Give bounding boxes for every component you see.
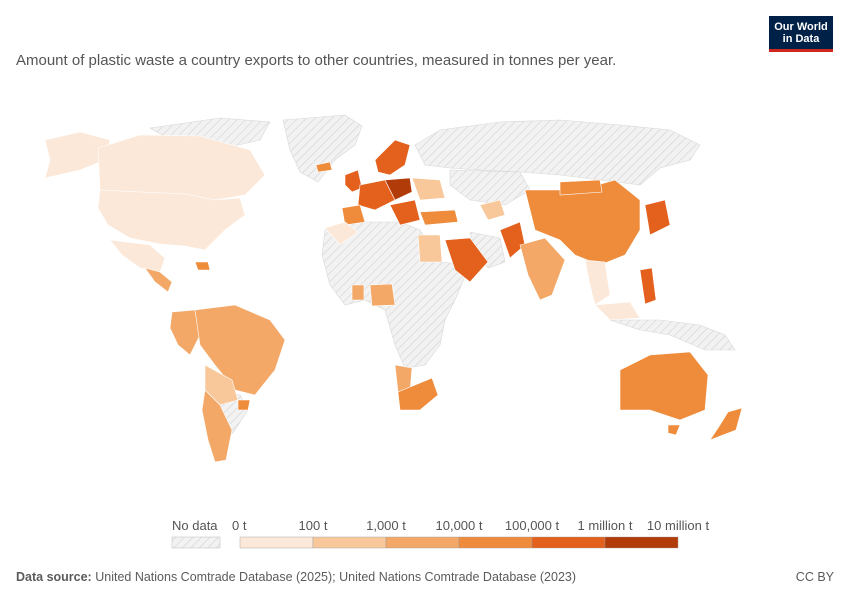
greenland[interactable] — [282, 114, 363, 183]
source-text: United Nations Comtrade Database (2025);… — [95, 570, 577, 584]
subtitle: Amount of plastic waste a country export… — [16, 52, 617, 69]
uruguay[interactable] — [237, 399, 251, 411]
tasmania[interactable] — [667, 424, 681, 436]
brazil[interactable] — [194, 304, 286, 396]
legend-no-data-swatch — [171, 536, 221, 549]
scandinavia[interactable] — [374, 139, 411, 176]
logo-line-1: Our World — [774, 20, 828, 33]
thailand-vietnam[interactable] — [584, 259, 611, 306]
iran-central[interactable] — [479, 199, 506, 221]
eastern-europe[interactable] — [411, 177, 446, 201]
legend-tick-label: 100,000 t — [504, 518, 560, 533]
source-label: Data source: — [16, 570, 92, 584]
china[interactable] — [524, 179, 641, 266]
mongolia[interactable] — [559, 179, 603, 196]
south-africa[interactable] — [397, 377, 439, 411]
license[interactable]: CC BY — [795, 570, 834, 584]
italy-balkans[interactable] — [389, 199, 421, 226]
data-regions — [44, 131, 743, 463]
iberia[interactable] — [341, 204, 366, 226]
legend-tick-label: 1,000 t — [366, 518, 406, 533]
nigeria[interactable] — [369, 283, 396, 307]
pakistan[interactable] — [499, 221, 526, 259]
legend-tick-label: 100 t — [298, 518, 328, 533]
southeast-asia-no-data[interactable] — [609, 319, 736, 351]
legend-tick-label: 1 million t — [577, 518, 633, 533]
iceland[interactable] — [315, 161, 333, 173]
korea-japan[interactable] — [644, 199, 671, 236]
argentina-chile[interactable] — [201, 389, 233, 463]
owid-logo[interactable]: Our World in Data — [769, 16, 833, 52]
new-zealand[interactable] — [709, 407, 743, 441]
united-states[interactable] — [97, 189, 246, 251]
legend-no-data-label: No data — [172, 518, 218, 533]
egypt[interactable] — [417, 234, 443, 263]
alaska[interactable] — [44, 131, 111, 179]
western-europe[interactable] — [357, 179, 396, 211]
bolivia-paraguay[interactable] — [204, 364, 239, 406]
philippines[interactable] — [639, 267, 657, 305]
legend-bin[interactable] — [312, 536, 387, 549]
ghana[interactable] — [351, 284, 365, 301]
india[interactable] — [519, 237, 566, 301]
russia[interactable] — [414, 119, 701, 186]
colombia-peru[interactable] — [169, 309, 201, 356]
australia[interactable] — [619, 351, 709, 421]
mexico[interactable] — [109, 239, 166, 273]
legend — [171, 536, 679, 549]
malaysia-indonesia[interactable] — [594, 301, 641, 321]
logo-line-2: in Data — [782, 32, 820, 45]
germany-poland[interactable] — [384, 177, 413, 201]
legend-bin[interactable] — [239, 536, 314, 549]
saudi-arabia[interactable] — [444, 237, 489, 283]
caribbean[interactable] — [194, 261, 211, 271]
morocco-algeria[interactable] — [324, 221, 359, 246]
ireland-uk[interactable] — [344, 169, 363, 193]
legend-tick-label: 10,000 t — [435, 518, 483, 533]
data-source: Data source: United Nations Comtrade Dat… — [16, 570, 576, 584]
legend-tick-label: 10 million t — [646, 518, 710, 533]
legend-bin[interactable] — [458, 536, 533, 549]
turkey[interactable] — [419, 209, 459, 226]
legend-bin[interactable] — [531, 536, 606, 549]
central-america[interactable] — [144, 267, 173, 293]
central-asia[interactable] — [449, 169, 531, 206]
legend-tick-label: 0 t — [232, 518, 247, 533]
legend-bin[interactable] — [385, 536, 460, 549]
legend-bin[interactable] — [604, 536, 679, 549]
